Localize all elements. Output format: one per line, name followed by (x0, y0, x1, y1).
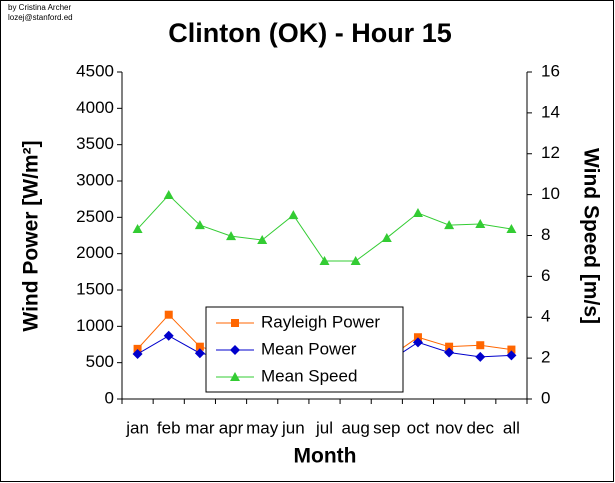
marker (132, 348, 143, 359)
legend-label: Mean Speed (261, 366, 357, 385)
x-tick-label: dec (467, 418, 495, 437)
y-tick-label: 3000 (76, 170, 114, 189)
marker (226, 231, 237, 241)
marker (412, 337, 423, 348)
marker (475, 351, 486, 362)
y2-tick-label: 0 (541, 388, 550, 407)
y2-tick-label: 2 (541, 348, 550, 367)
y2-tick-label: 16 (541, 61, 560, 80)
y2-tick-label: 8 (541, 225, 550, 244)
marker (475, 219, 486, 229)
marker (231, 319, 239, 327)
marker (163, 330, 174, 341)
marker (412, 208, 423, 218)
marker (444, 220, 455, 230)
y-tick-label: 2000 (76, 243, 114, 262)
y-tick-label: 3500 (76, 134, 114, 153)
marker (194, 348, 205, 359)
marker (381, 232, 392, 242)
x-tick-label: jan (125, 418, 149, 437)
y2-tick-label: 6 (541, 266, 550, 285)
marker (163, 190, 174, 200)
marker (350, 256, 361, 266)
x-tick-label: nov (435, 418, 463, 437)
marker (288, 210, 299, 220)
marker (230, 345, 240, 355)
x-tick-label: oct (407, 418, 430, 437)
marker (476, 341, 485, 350)
x-tick-label: jul (315, 418, 333, 437)
x-tick-label: aug (341, 418, 369, 437)
y-tick-label: 500 (86, 352, 114, 371)
marker (230, 372, 240, 381)
marker (319, 256, 330, 266)
y2-label: Wind Speed [m/s] (579, 148, 602, 324)
x-label: Month (294, 445, 357, 468)
x-tick-label: mar (185, 418, 215, 437)
y-tick-label: 4500 (76, 61, 114, 80)
marker (164, 310, 173, 319)
marker (194, 220, 205, 230)
credit: lozej@stanford.ed (8, 13, 73, 22)
marker (506, 223, 517, 233)
marker (195, 342, 204, 351)
y2-tick-label: 4 (541, 307, 550, 326)
marker (257, 234, 268, 244)
x-tick-label: feb (157, 418, 181, 437)
marker (506, 350, 517, 361)
legend-label: Mean Power (261, 339, 357, 358)
marker (444, 347, 455, 358)
y-tick-label: 2500 (76, 207, 114, 226)
y2-tick-label: 10 (541, 184, 560, 203)
x-tick-label: jun (281, 418, 305, 437)
y-tick-label: 0 (105, 388, 114, 407)
chart-title: Clinton (OK) - Hour 15 (168, 18, 451, 48)
marker (133, 344, 142, 353)
marker (132, 223, 143, 233)
marker (445, 342, 454, 351)
y2-tick-label: 14 (541, 102, 560, 121)
marker (413, 333, 422, 342)
x-tick-label: apr (219, 418, 244, 437)
x-tick-label: all (503, 418, 520, 437)
y-tick-label: 1000 (76, 316, 114, 335)
marker (507, 345, 516, 354)
x-tick-label: may (246, 418, 279, 437)
y-label: Wind Power [W/m²] (20, 140, 43, 331)
legend-label: Rayleigh Power (261, 312, 380, 331)
y-tick-label: 4000 (76, 98, 114, 117)
x-tick-label: sep (373, 418, 400, 437)
y-tick-label: 1500 (76, 279, 114, 298)
y2-tick-label: 12 (541, 143, 560, 162)
credit: by Cristina Archer (8, 3, 71, 12)
